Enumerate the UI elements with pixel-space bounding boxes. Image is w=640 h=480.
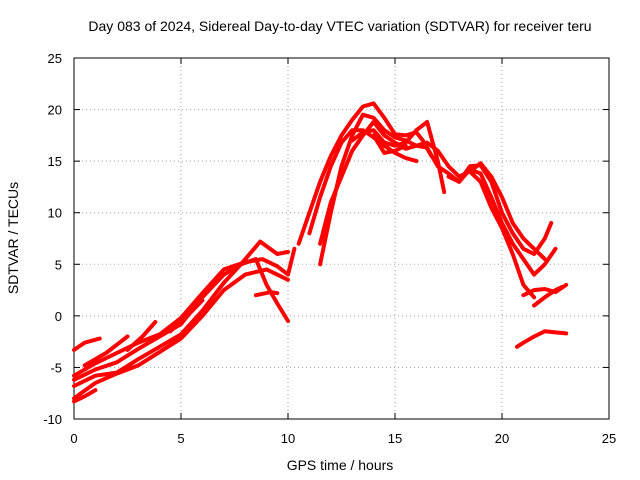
y-tick-label: -10 [43,412,62,427]
y-tick-label: 15 [48,154,62,169]
series-track-11 [296,101,434,246]
series-track-15 [350,119,447,195]
chart-title: Day 083 of 2024, Sidereal Day-to-day VTE… [88,18,591,34]
series-track-2 [72,257,290,382]
plot-frame [73,57,610,420]
x-tick-label: 25 [602,431,616,446]
series-track-18 [467,169,537,300]
tick-marks [73,57,610,420]
series-layer [72,101,569,404]
y-tick-label: 10 [48,206,62,221]
y-axis-label: SDTVAR / TECUs [5,182,21,294]
series-track-16 [371,133,408,155]
series-track-17 [446,167,558,277]
x-tick-label: 5 [177,431,184,446]
grid-lines [74,58,609,419]
y-tick-label: -5 [50,360,62,375]
series-track-21 [515,329,569,349]
x-tick-label: 0 [70,431,77,446]
y-tick-label: 20 [48,103,62,118]
series-track-10 [253,290,280,298]
series-track-14 [318,119,554,256]
series-track-7 [82,334,130,368]
series-track-8 [125,320,158,352]
x-tick-label: 20 [495,431,509,446]
y-tick-label: 25 [48,51,62,66]
x-tick-labels: 0 5 10 15 20 25 [70,431,616,446]
y-tick-labels: -10 -5 0 5 10 15 20 25 [43,51,62,427]
x-tick-label: 10 [281,431,295,446]
y-tick-label: 5 [55,257,62,272]
series-track-9 [168,298,205,334]
y-tick-label: 0 [55,309,62,324]
series-track-13 [307,128,419,236]
series-track-20 [532,285,564,308]
x-tick-label: 15 [388,431,402,446]
series-track-6 [72,388,98,404]
series-track-1 [72,336,102,352]
x-axis-label: GPS time / hours [287,457,394,473]
series-track-5 [72,267,290,401]
series-track-3 [72,246,297,378]
